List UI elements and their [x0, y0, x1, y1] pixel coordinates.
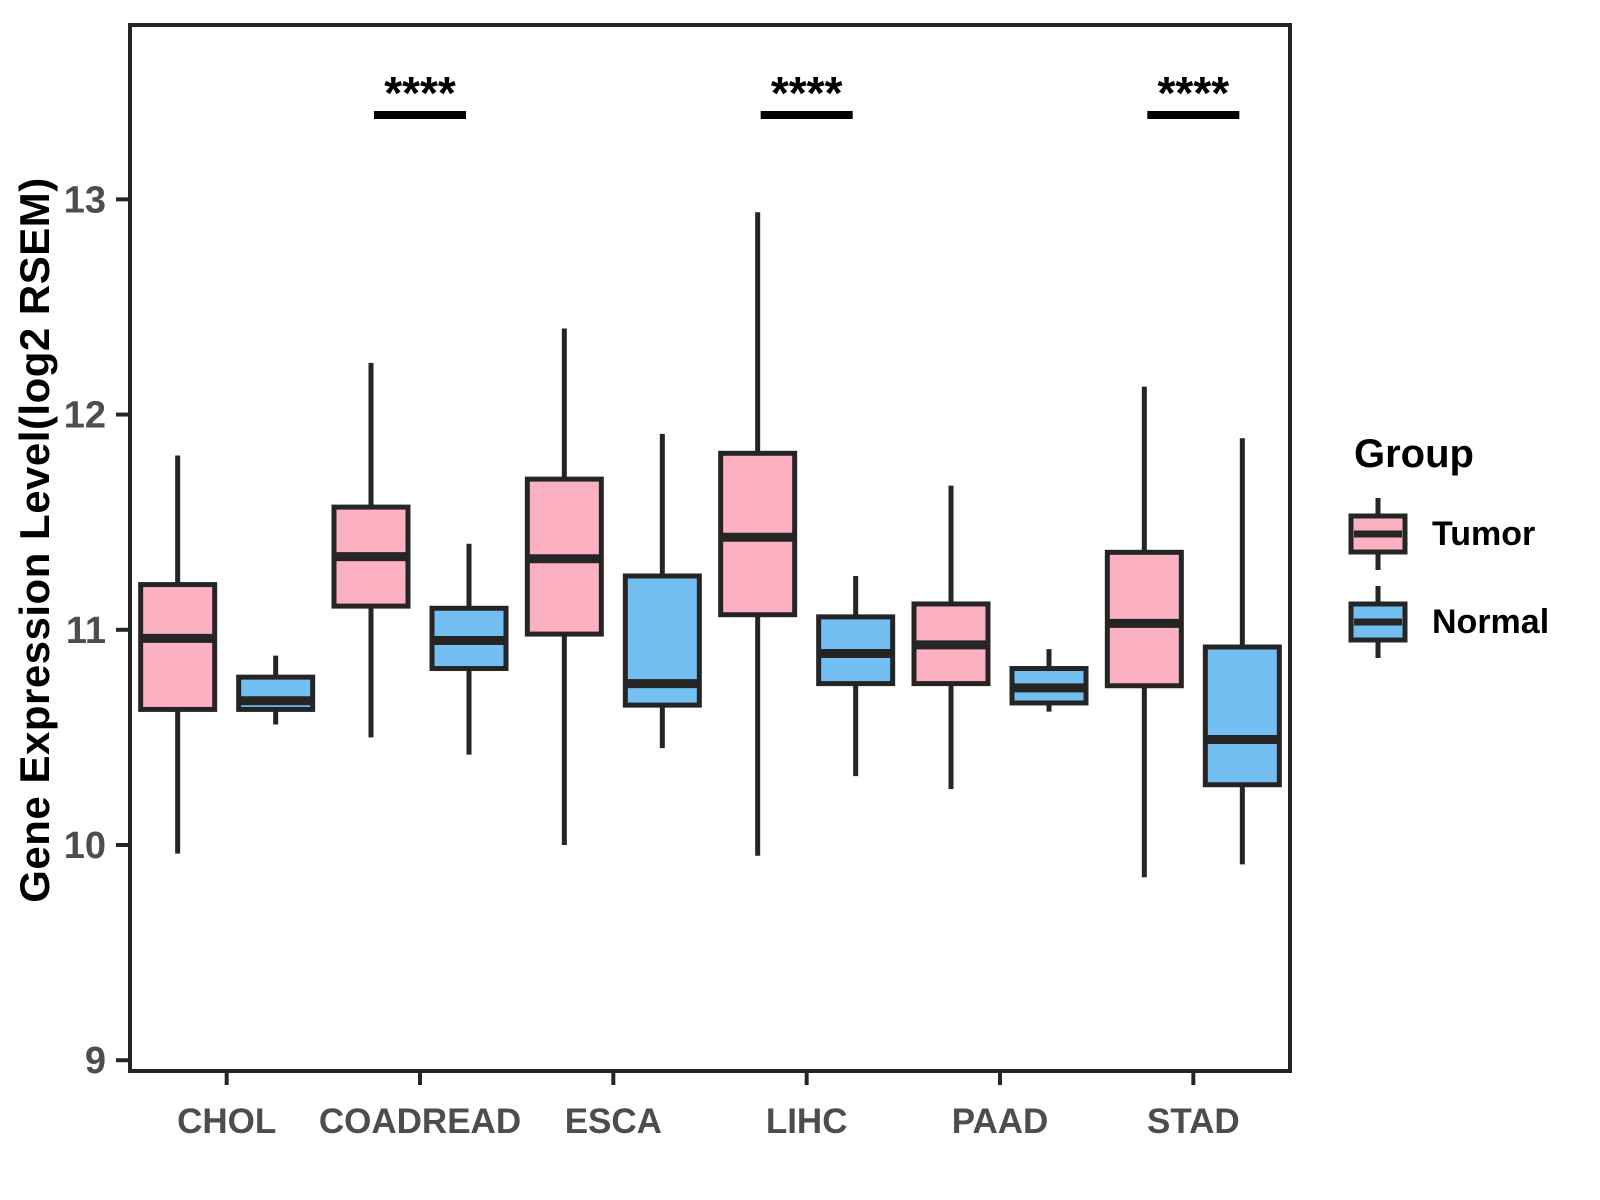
- y-tick-label-12: 12: [64, 395, 106, 437]
- x-tick-label-chol: CHOL: [177, 1102, 276, 1141]
- y-tick-label-10: 10: [64, 825, 106, 867]
- x-tick-label-lihc: LIHC: [766, 1102, 848, 1141]
- x-tick-label-esca: ESCA: [565, 1102, 662, 1141]
- legend-swatch-normal-icon: [1348, 586, 1408, 658]
- y-tick-label-13: 13: [64, 179, 106, 221]
- legend-label-tumor: Tumor: [1432, 514, 1536, 553]
- plot-panel: [128, 23, 1292, 1073]
- legend-item-normal: Normal: [1346, 583, 1588, 661]
- x-tick-label-stad: STAD: [1147, 1102, 1240, 1141]
- legend-swatch-tumor-icon: [1348, 498, 1408, 570]
- box-stad-normal: [1202, 644, 1282, 788]
- legend-items: Tumor Normal: [1328, 495, 1588, 661]
- significance-label-coadread: ****: [384, 67, 456, 119]
- y-tick-label-11: 11: [66, 610, 106, 652]
- y-tick-label-9: 9: [85, 1040, 106, 1082]
- significance-label-stad: ****: [1158, 67, 1230, 119]
- legend-item-tumor: Tumor: [1346, 495, 1588, 573]
- y-axis-title: Gene Expression Level(log2 RSEM): [11, 177, 58, 903]
- significance-label-lihc: ****: [771, 67, 843, 119]
- box-chol-tumor: [138, 582, 218, 712]
- x-tick-label-paad: PAAD: [952, 1102, 1049, 1141]
- legend: Group Tumor Normal: [1328, 432, 1588, 671]
- legend-title: Group: [1354, 432, 1474, 476]
- legend-label-normal: Normal: [1432, 602, 1550, 641]
- x-tick-label-coadread: COADREAD: [319, 1102, 521, 1141]
